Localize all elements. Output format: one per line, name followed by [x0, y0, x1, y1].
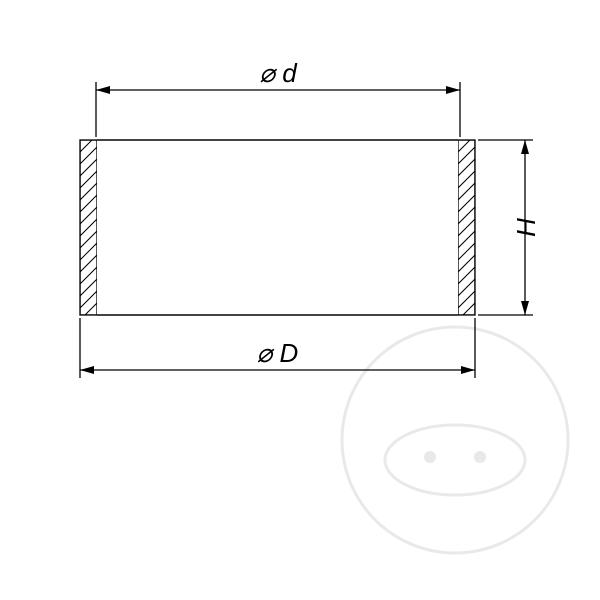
dim-label-d: ⌀ d	[259, 58, 298, 88]
dim-label-D: ⌀ D	[257, 338, 299, 368]
dim-label-H: H	[511, 218, 541, 237]
right-wall-hatch	[283, 140, 600, 315]
watermark	[342, 327, 568, 553]
cross-section-rect	[80, 140, 475, 315]
left-wall-hatch	[0, 140, 440, 315]
technical-drawing: ⌀ d ⌀ D H	[0, 0, 600, 600]
